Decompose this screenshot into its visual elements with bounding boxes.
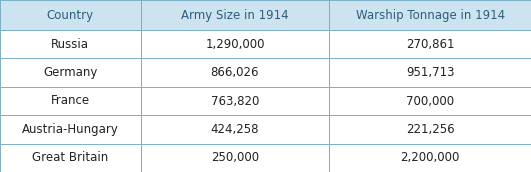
Text: Germany: Germany <box>43 66 98 79</box>
Bar <box>0 87 141 115</box>
Text: Russia: Russia <box>52 38 89 51</box>
Text: 866,026: 866,026 <box>211 66 259 79</box>
Bar <box>0 58 141 87</box>
Bar <box>329 0 531 30</box>
Bar <box>141 58 329 87</box>
Bar <box>329 144 531 172</box>
Text: 270,861: 270,861 <box>406 38 455 51</box>
Text: Great Britain: Great Britain <box>32 151 108 164</box>
Text: Army Size in 1914: Army Size in 1914 <box>181 8 289 22</box>
Text: 424,258: 424,258 <box>211 123 259 136</box>
Bar <box>141 87 329 115</box>
Bar <box>329 87 531 115</box>
Text: 1,290,000: 1,290,000 <box>205 38 265 51</box>
Bar <box>0 30 141 58</box>
Bar <box>141 144 329 172</box>
Text: Warship Tonnage in 1914: Warship Tonnage in 1914 <box>356 8 504 22</box>
Text: 250,000: 250,000 <box>211 151 259 164</box>
Bar <box>329 115 531 144</box>
Bar <box>0 144 141 172</box>
Text: Austria-Hungary: Austria-Hungary <box>22 123 119 136</box>
Text: France: France <box>51 94 90 108</box>
Bar <box>141 30 329 58</box>
Bar <box>329 30 531 58</box>
Text: Country: Country <box>47 8 94 22</box>
Text: 700,000: 700,000 <box>406 94 454 108</box>
Bar <box>0 115 141 144</box>
Text: 951,713: 951,713 <box>406 66 455 79</box>
Text: 2,200,000: 2,200,000 <box>400 151 460 164</box>
Text: 221,256: 221,256 <box>406 123 455 136</box>
Text: 763,820: 763,820 <box>211 94 259 108</box>
Bar <box>329 58 531 87</box>
Bar <box>141 0 329 30</box>
Bar <box>0 0 141 30</box>
Bar <box>141 115 329 144</box>
